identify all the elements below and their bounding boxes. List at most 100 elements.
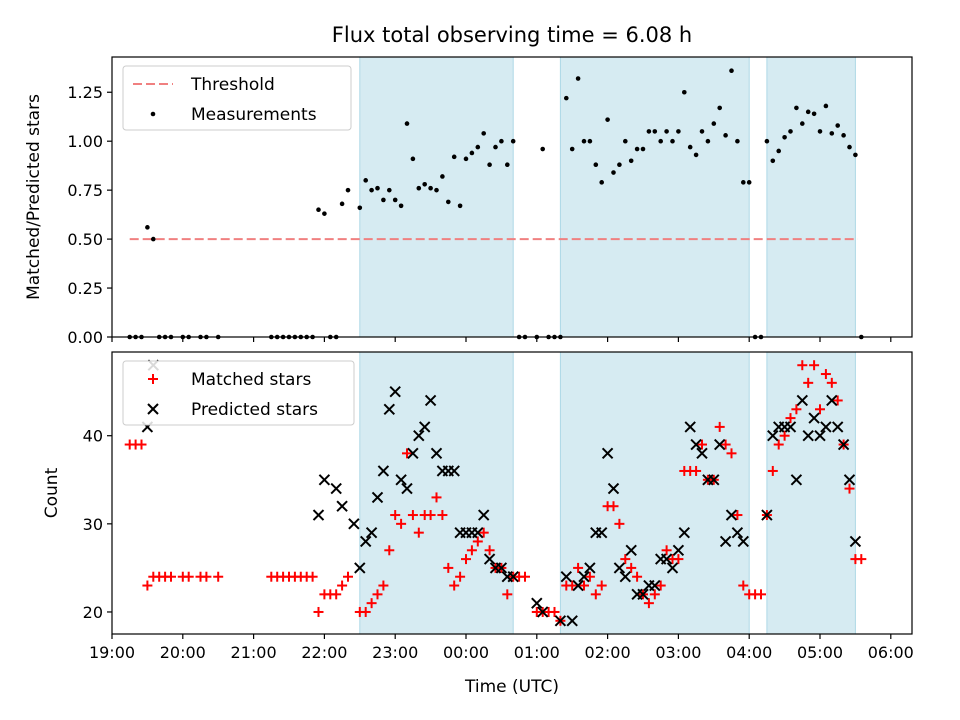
measurement-point — [469, 150, 475, 156]
predicted-stars-point — [666, 562, 679, 574]
predicted-stars-point — [377, 465, 390, 477]
predicted-stars-point — [595, 526, 608, 539]
measurement-point — [381, 197, 386, 203]
predicted-stars-point — [837, 438, 850, 451]
predicted-stars-point — [607, 482, 620, 495]
chart-title: Flux total observing time = 6.08 h — [332, 23, 692, 47]
predicted-stars-point — [784, 421, 797, 433]
bottom-shaded-interval — [766, 351, 856, 635]
measurement-point — [575, 76, 581, 81]
predicted-stars-point — [613, 562, 626, 574]
matched-stars-point — [785, 413, 796, 424]
predicted-stars-point — [719, 535, 732, 548]
predicted-stars-point — [418, 421, 431, 433]
matched-stars-point — [461, 554, 471, 565]
matched-stars-point — [166, 571, 176, 582]
matched-stars-point — [691, 465, 702, 476]
matched-stars-point — [756, 589, 766, 600]
top-y-tick-label: 0.50 — [67, 230, 103, 249]
matched-stars-point — [856, 554, 867, 565]
measurement-point — [640, 146, 646, 152]
predicted-stars-point — [796, 394, 809, 407]
measurement-point — [628, 158, 634, 164]
predicted-stars-point — [601, 447, 614, 460]
predicted-stars-point — [365, 526, 378, 539]
matched-stars-point — [201, 571, 212, 582]
predicted-stars-point — [767, 430, 779, 442]
matched-stars-point — [390, 510, 401, 521]
measurement-point — [410, 156, 416, 162]
measurement-point — [581, 138, 587, 144]
measurement-point — [617, 162, 622, 167]
bottom-y-tick-label: 30 — [83, 515, 103, 534]
matched-stars-point — [720, 439, 731, 450]
measurement-point — [794, 105, 799, 111]
predicted-stars-point — [790, 474, 803, 486]
top-axes-frame — [111, 56, 913, 338]
measurement-point — [440, 174, 445, 179]
measurement-point — [569, 146, 575, 152]
x-tick-label: 02:00 — [585, 643, 631, 662]
measurement-point — [446, 199, 451, 205]
measurement-point — [475, 144, 481, 150]
matched-stars-point — [425, 510, 436, 521]
measurement-point — [510, 138, 516, 144]
matched-stars-point — [643, 598, 654, 609]
matched-stars-point — [413, 527, 424, 538]
measurement-point — [776, 148, 781, 154]
measurement-point — [705, 138, 711, 144]
matched-stars-point — [626, 562, 637, 573]
measurement-point — [817, 129, 823, 134]
predicted-stars-point — [330, 482, 342, 495]
bottom-y-tick-label: 20 — [83, 603, 103, 622]
measurement-point — [788, 129, 793, 134]
top-y-tick-label: 1.00 — [67, 132, 103, 151]
matched-stars-point — [378, 580, 389, 591]
predicted-stars-point — [696, 447, 708, 460]
predicted-stars-point — [359, 535, 372, 548]
measurement-point — [587, 138, 593, 144]
matched-stars-point — [449, 580, 460, 591]
measurement-point — [487, 162, 492, 167]
legend-label: Threshold — [190, 75, 275, 95]
predicted-stars-point — [531, 597, 543, 609]
predicted-stars-point — [713, 438, 726, 451]
measurement-point — [693, 152, 699, 158]
measurement-point — [387, 187, 392, 193]
top-legend: Threshold Measurements — [122, 65, 352, 131]
matched-stars-point — [590, 589, 601, 600]
predicted-stars-point — [371, 491, 384, 504]
measurement-point — [699, 129, 705, 134]
measurement-point — [316, 207, 321, 213]
matched-stars-point — [767, 465, 778, 476]
measurement-point — [345, 187, 351, 193]
predicted-stars-point — [802, 430, 814, 442]
matched-stars-point — [502, 589, 513, 600]
measurement-point — [416, 185, 422, 191]
measurement-point — [593, 162, 599, 167]
matched-stars-point — [797, 360, 808, 371]
top-shaded-interval — [359, 56, 514, 338]
bottom-axes-frame — [111, 351, 913, 635]
predicted-stars-point — [354, 562, 366, 574]
predicted-stars-point — [849, 535, 862, 548]
predicted-stars-point — [401, 482, 413, 495]
measurement-point — [729, 68, 734, 74]
measurement-point — [540, 146, 545, 152]
matched-stars-point — [573, 562, 584, 573]
measurement-point — [770, 158, 776, 164]
bottom-y-tick-label: 40 — [83, 427, 103, 446]
predicted-stars-point — [536, 606, 549, 618]
matched-stars-point — [614, 518, 625, 529]
legend-box — [122, 360, 355, 426]
matched-stars-point — [732, 510, 743, 521]
measurement-point — [746, 180, 752, 185]
x-tick-label: 06:00 — [868, 643, 914, 662]
x-tick-label: 20:00 — [160, 643, 206, 662]
measurement-point — [463, 156, 469, 162]
predicted-stars-point — [554, 615, 567, 627]
matched-stars-point — [402, 448, 412, 459]
legend-matched-swatch — [148, 374, 158, 384]
measurement-point — [800, 121, 805, 126]
